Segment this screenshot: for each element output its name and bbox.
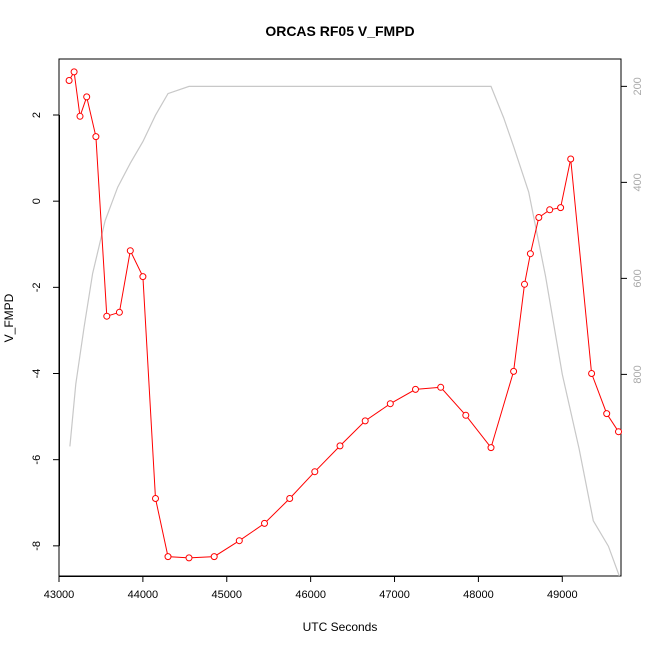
altitude-line [69, 85, 620, 577]
data-point [386, 400, 394, 408]
x-axis-label: UTC Seconds [303, 620, 378, 634]
y-tick-label: -8 [31, 541, 43, 551]
data-point [557, 204, 565, 212]
right-tick-label: 200 [632, 77, 644, 95]
x-tick-label: 47000 [379, 589, 410, 601]
data-point [70, 68, 78, 76]
data-point [535, 214, 543, 221]
data-point [546, 206, 554, 214]
chart-title: ORCAS RF05 V_FMPD [265, 23, 414, 39]
data-point [185, 554, 193, 562]
data-point [286, 495, 294, 502]
data-point [83, 93, 91, 101]
data-point [76, 112, 84, 120]
y-axis-label: V_FMPD [2, 293, 16, 342]
data-point [235, 537, 243, 545]
right-axis: 200 400 600 800 [621, 77, 644, 384]
v-fmpd-series [65, 68, 622, 562]
right-tick-label: 800 [632, 365, 644, 383]
data-point [103, 312, 111, 320]
v-fmpd-line [68, 70, 619, 559]
x-tick-label: 48000 [463, 589, 494, 601]
right-tick-label: 600 [632, 269, 644, 287]
data-point [164, 553, 172, 561]
altitude-series [69, 85, 620, 577]
y-tick-label: 2 [31, 112, 43, 118]
data-point [526, 250, 534, 258]
plot-frame [58, 58, 622, 577]
data-point [126, 247, 134, 255]
data-point [336, 442, 344, 450]
y-tick-label: 0 [31, 198, 43, 204]
x-tick-label: 49000 [547, 589, 578, 601]
y-axis: -8 -6 -4 -2 0 2 [31, 112, 60, 551]
data-point [521, 280, 528, 288]
data-point [603, 410, 611, 418]
x-tick-label: 45000 [211, 589, 242, 601]
data-point [139, 273, 147, 281]
x-axis: 43000 44000 45000 46000 47000 48000 49000 [44, 576, 578, 601]
data-point [437, 383, 445, 391]
data-point [311, 468, 319, 476]
y-tick-label: -4 [31, 369, 43, 379]
data-point [65, 77, 73, 84]
data-point [567, 155, 575, 163]
data-point [115, 308, 123, 316]
data-point [487, 444, 495, 452]
data-point [412, 385, 419, 393]
x-tick-label: 43000 [44, 589, 75, 601]
data-point [361, 417, 369, 425]
y-tick-label: -2 [31, 282, 43, 292]
data-point [588, 370, 596, 377]
data-point [261, 519, 268, 527]
x-tick-label: 46000 [295, 589, 326, 601]
x-tick-label: 44000 [128, 589, 159, 601]
data-point [152, 495, 159, 502]
right-tick-label: 400 [632, 173, 644, 191]
data-point [210, 553, 218, 561]
data-point [92, 133, 100, 141]
data-point [462, 411, 470, 419]
y-tick-label: -6 [31, 455, 43, 465]
data-point [510, 367, 518, 375]
data-point [615, 428, 622, 436]
